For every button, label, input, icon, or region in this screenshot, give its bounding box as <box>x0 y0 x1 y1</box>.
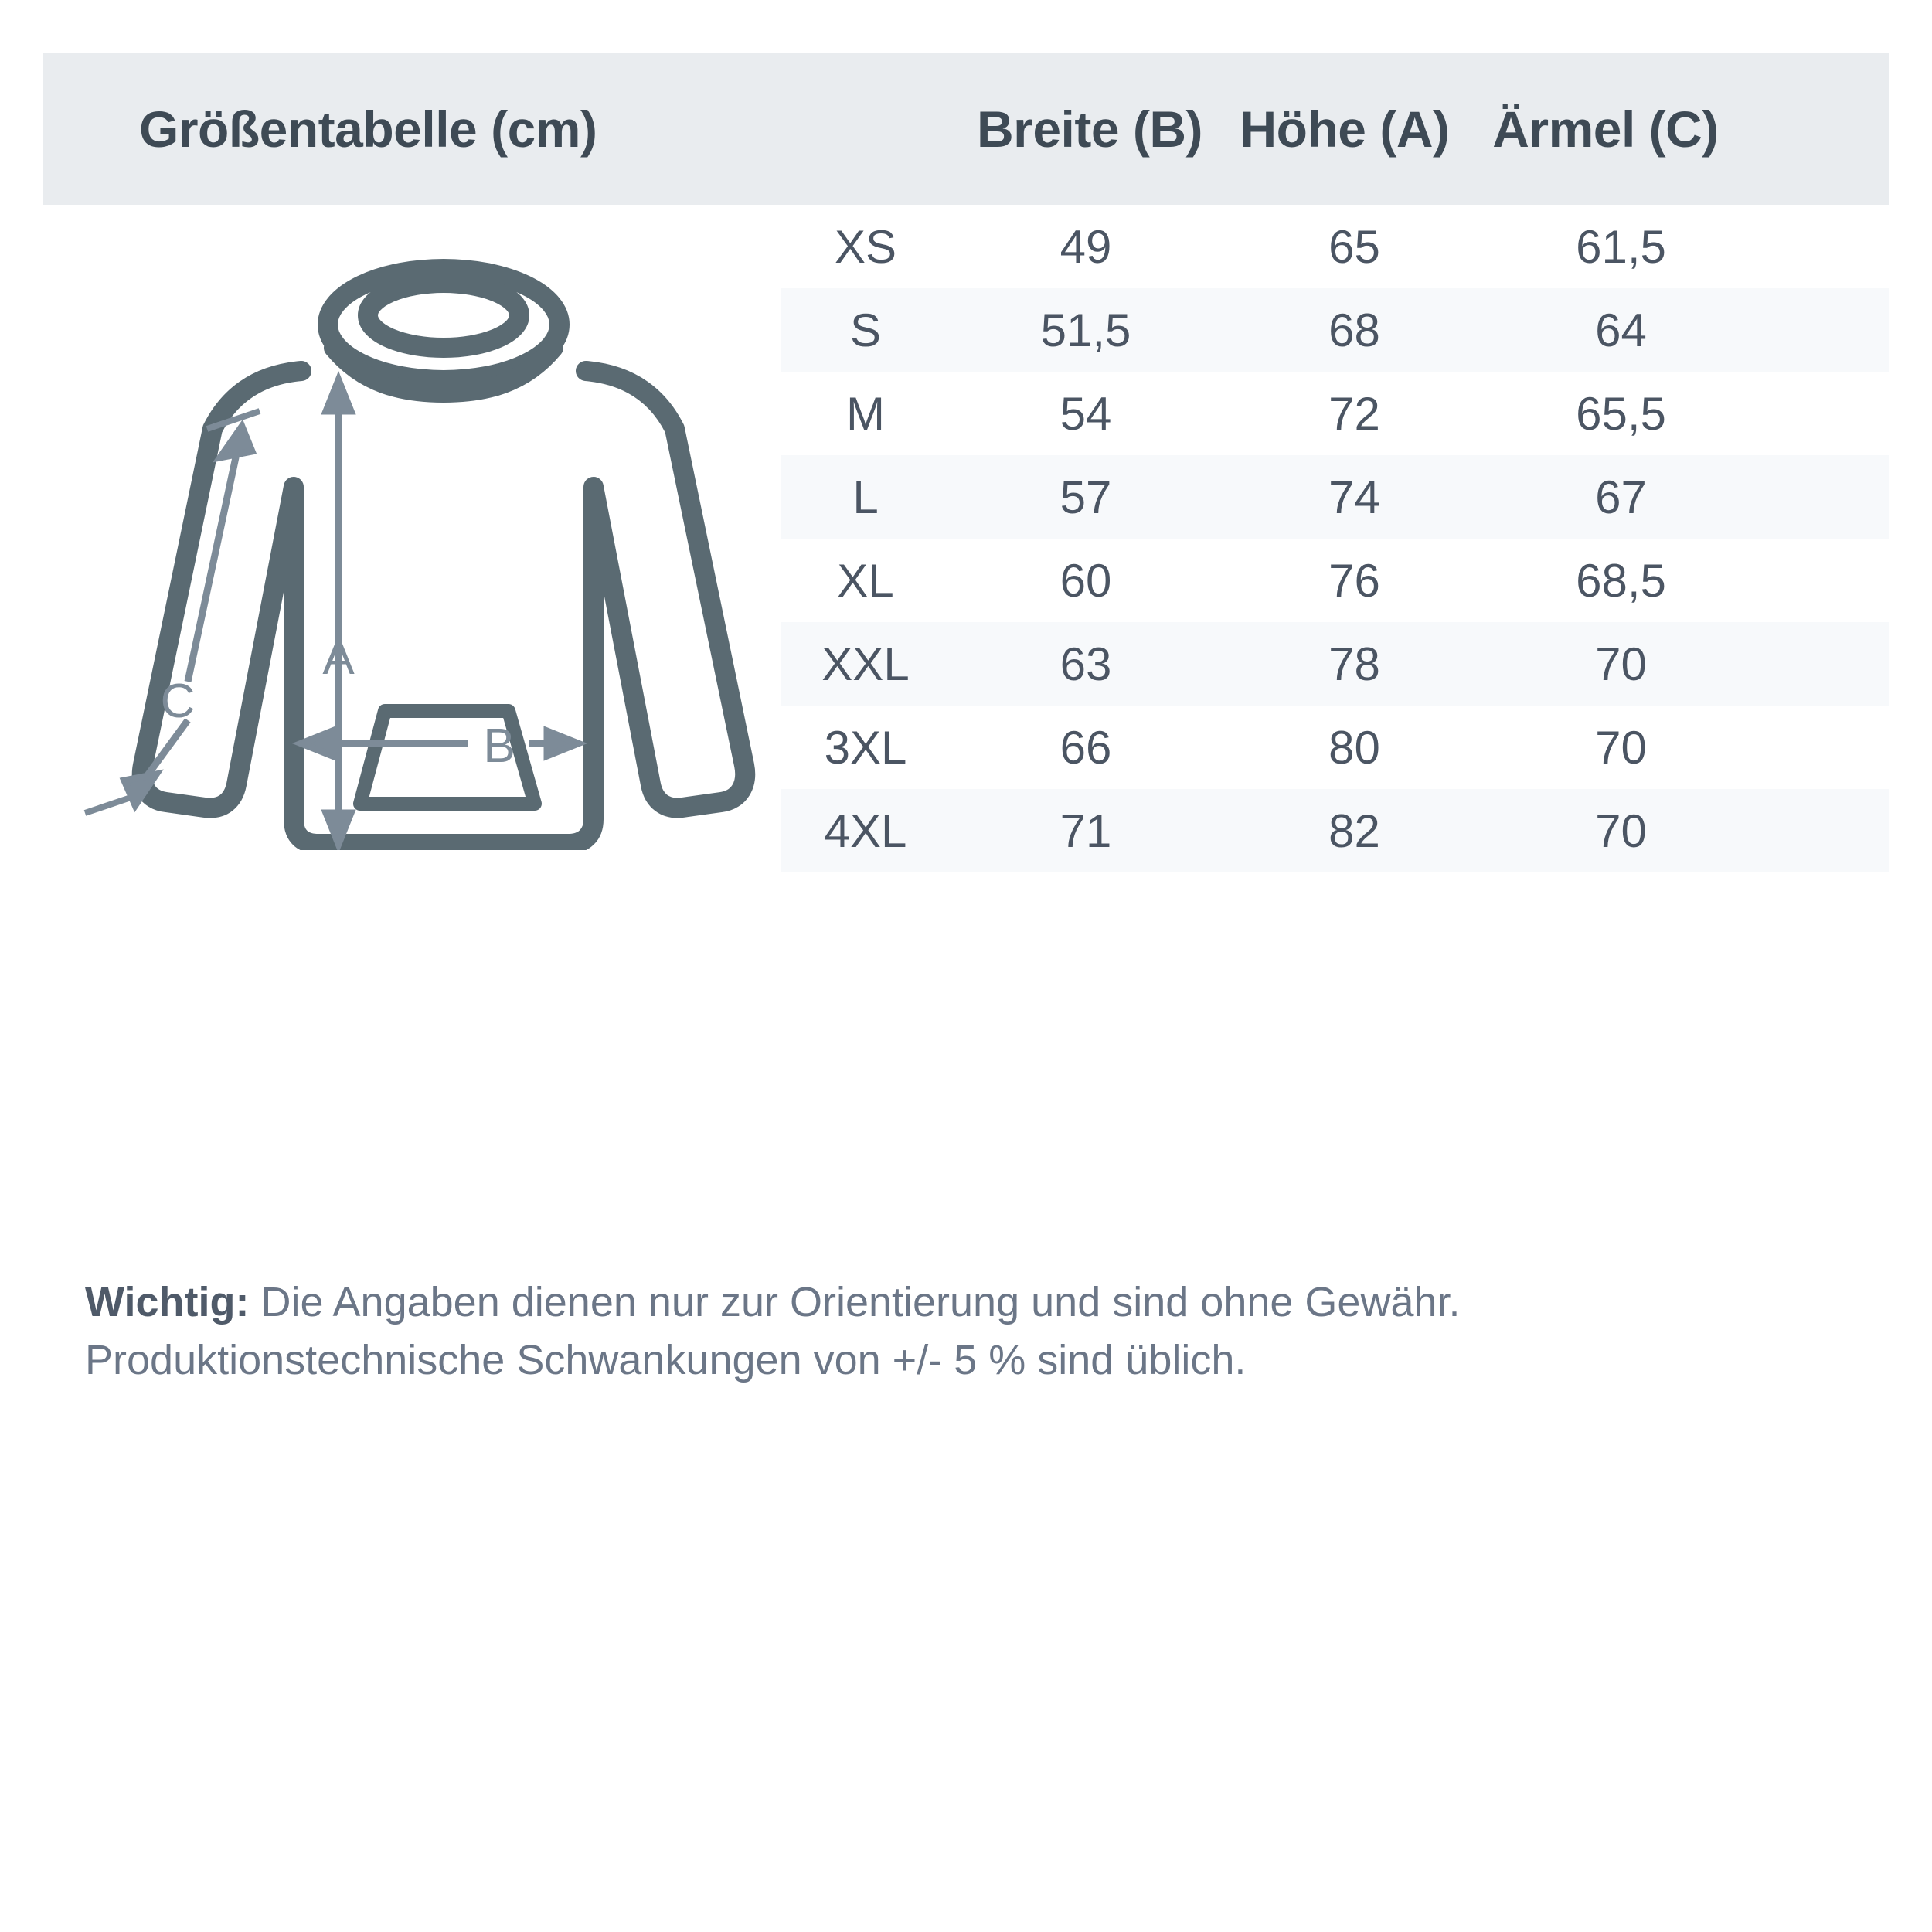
dimension-labels: B A C <box>161 631 515 773</box>
cell-hoehe: 78 <box>1328 638 1380 690</box>
cell-breite: 54 <box>1060 387 1112 440</box>
cell-breite: 60 <box>1060 554 1112 607</box>
cell-hoehe: 76 <box>1328 554 1380 607</box>
hoodie-illustration: B A C <box>62 232 757 850</box>
table-row: XL 60 76 68,5 <box>781 539 1889 622</box>
cell-breite: 66 <box>1060 721 1112 774</box>
garment-outline <box>131 259 756 850</box>
cell-aermel: 61,5 <box>1576 220 1666 273</box>
size-table: XS 49 65 61,5 S 51,5 68 64 M 54 72 65,5 … <box>781 205 1889 872</box>
dimension-a <box>321 370 356 850</box>
hood-outer <box>318 259 570 390</box>
hood-neckline <box>324 338 563 403</box>
column-header-breite: Breite (B) <box>976 100 1203 158</box>
cell-hoehe: 68 <box>1328 304 1380 356</box>
dimension-b <box>291 726 588 761</box>
table-row: XS 49 65 61,5 <box>781 205 1889 288</box>
cell-breite: 51,5 <box>1040 304 1131 356</box>
cell-hoehe: 65 <box>1328 220 1380 273</box>
cell-size: L <box>852 471 879 523</box>
cell-breite: 63 <box>1060 638 1112 690</box>
table-row: L 57 74 67 <box>781 455 1889 539</box>
table-row: 4XL 71 82 70 <box>781 789 1889 872</box>
cell-aermel: 67 <box>1595 471 1647 523</box>
cell-size: XS <box>834 220 897 273</box>
column-header-row: Breite (B) Höhe (A) Ärmel (C) <box>823 53 1932 205</box>
column-header-aermel: Ärmel (C) <box>1492 100 1719 158</box>
cell-size: XL <box>837 554 894 607</box>
kangaroo-pocket <box>353 704 542 811</box>
cell-hoehe: 74 <box>1328 471 1380 523</box>
label-b: B <box>483 719 515 773</box>
label-c: C <box>161 675 196 728</box>
table-row: S 51,5 68 64 <box>781 288 1889 372</box>
hoodie-measurement-diagram: B A C <box>83 259 756 850</box>
cell-breite: 49 <box>1060 220 1112 273</box>
cell-size: 4XL <box>824 804 907 857</box>
dimension-lines <box>83 370 588 850</box>
cell-aermel: 64 <box>1595 304 1647 356</box>
cell-aermel: 70 <box>1595 638 1647 690</box>
hood-inner <box>358 273 529 358</box>
table-header-band: Größentabelle (cm) Breite (B) Höhe (A) Ä… <box>43 53 1889 205</box>
table-row: 3XL 66 80 70 <box>781 706 1889 789</box>
cell-aermel: 68,5 <box>1576 554 1666 607</box>
disclaimer-line-1: Die Angaben dienen nur zur Orientierung … <box>249 1279 1461 1325</box>
cell-hoehe: 82 <box>1328 804 1380 857</box>
label-a: A <box>322 631 355 685</box>
disclaimer-line-2: Produktionstechnische Schwankungen von +… <box>85 1336 1247 1383</box>
column-header-hoehe: Höhe (A) <box>1240 100 1450 158</box>
dimension-c <box>83 408 261 816</box>
cell-hoehe: 72 <box>1328 387 1380 440</box>
disclaimer-note: Wichtig: Die Angaben dienen nur zur Orie… <box>85 1274 1870 1389</box>
cell-size: M <box>846 387 885 440</box>
cell-size: 3XL <box>824 721 907 774</box>
cell-aermel: 65,5 <box>1576 387 1666 440</box>
cell-breite: 71 <box>1060 804 1112 857</box>
cell-size: XXL <box>821 638 910 690</box>
cell-breite: 57 <box>1060 471 1112 523</box>
cell-hoehe: 80 <box>1328 721 1380 774</box>
table-row: M 54 72 65,5 <box>781 372 1889 455</box>
cell-aermel: 70 <box>1595 721 1647 774</box>
cell-aermel: 70 <box>1595 804 1647 857</box>
disclaimer-label: Wichtig: <box>85 1279 250 1325</box>
cell-size: S <box>849 304 882 356</box>
table-row: XXL 63 78 70 <box>781 622 1889 706</box>
page-title: Größentabelle (cm) <box>139 100 597 158</box>
